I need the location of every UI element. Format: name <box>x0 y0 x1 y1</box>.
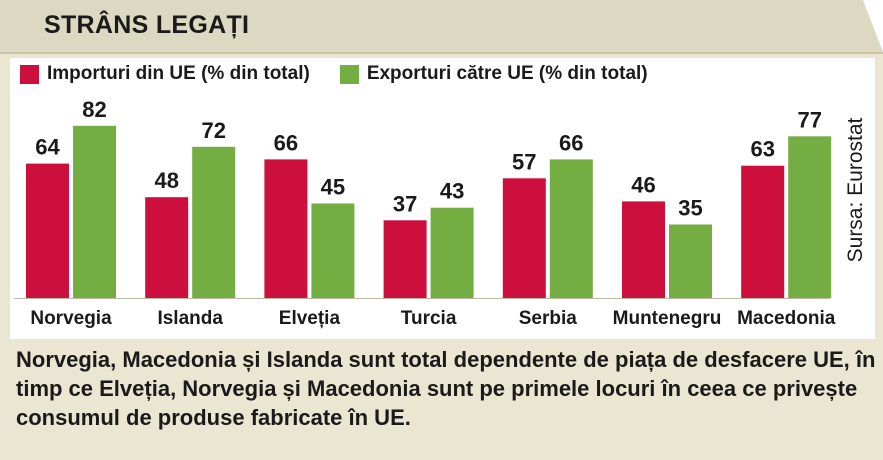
data-label-exports-2: 45 <box>321 175 345 200</box>
bar-exports-3 <box>430 207 474 298</box>
title-divider <box>0 52 883 54</box>
data-label-imports-3: 37 <box>393 191 417 216</box>
data-label-exports-5: 35 <box>678 196 702 221</box>
bar-imports-6 <box>741 165 785 298</box>
category-label-4: Serbia <box>519 308 578 329</box>
bar-imports-1 <box>145 197 189 298</box>
chart-title: STRÂNS LEGAȚI <box>44 11 250 39</box>
data-label-imports-6: 63 <box>750 137 774 162</box>
legend-swatch-exports <box>339 64 359 84</box>
bar-imports-0 <box>26 163 69 298</box>
legend-label-imports: Importuri din UE (% din total) <box>47 63 310 84</box>
category-label-1: Islanda <box>157 308 223 329</box>
data-label-exports-4: 66 <box>559 130 583 155</box>
data-label-imports-2: 66 <box>274 130 298 155</box>
bar-imports-4 <box>502 178 546 298</box>
bar-exports-2 <box>311 203 355 298</box>
legend: Importuri din UE (% din total) Exporturi… <box>20 62 678 86</box>
legend-item-imports: Importuri din UE (% din total) <box>20 63 310 85</box>
data-label-exports-6: 77 <box>797 107 821 132</box>
category-label-5: Muntenegru <box>613 308 722 329</box>
category-label-6: Macedonia <box>737 308 836 329</box>
bar-exports-1 <box>192 146 236 298</box>
source-note: Sursa: Eurostat <box>844 117 867 263</box>
bar-exports-0 <box>73 125 116 298</box>
bar-imports-2 <box>264 159 308 298</box>
bar-exports-4 <box>549 159 593 298</box>
bar-exports-5 <box>669 224 712 298</box>
bar-imports-3 <box>383 220 427 298</box>
source-note-container: Sursa: Eurostat <box>836 80 876 300</box>
legend-label-exports: Exporturi către UE (% din total) <box>366 63 648 84</box>
title-corner-decoration <box>863 0 883 52</box>
legend-swatch-imports <box>20 64 39 84</box>
category-label-3: Turcia <box>401 308 457 329</box>
category-label-2: Elveția <box>279 308 341 329</box>
data-label-exports-3: 43 <box>440 179 464 204</box>
data-label-imports-1: 48 <box>154 168 178 193</box>
caption: Norvegia, Macedonia și Islanda sunt tota… <box>16 347 876 430</box>
data-label-imports-0: 64 <box>35 135 60 160</box>
data-label-imports-4: 57 <box>512 149 536 174</box>
legend-item-exports: Exporturi către UE (% din total) <box>339 63 648 85</box>
bar-imports-5 <box>622 201 665 298</box>
category-label-0: Norvegia <box>30 308 112 329</box>
data-label-exports-0: 82 <box>82 97 106 122</box>
data-label-imports-5: 46 <box>631 172 655 197</box>
title-bar <box>0 0 883 52</box>
data-label-exports-1: 72 <box>201 118 225 143</box>
bar-exports-6 <box>788 136 832 298</box>
